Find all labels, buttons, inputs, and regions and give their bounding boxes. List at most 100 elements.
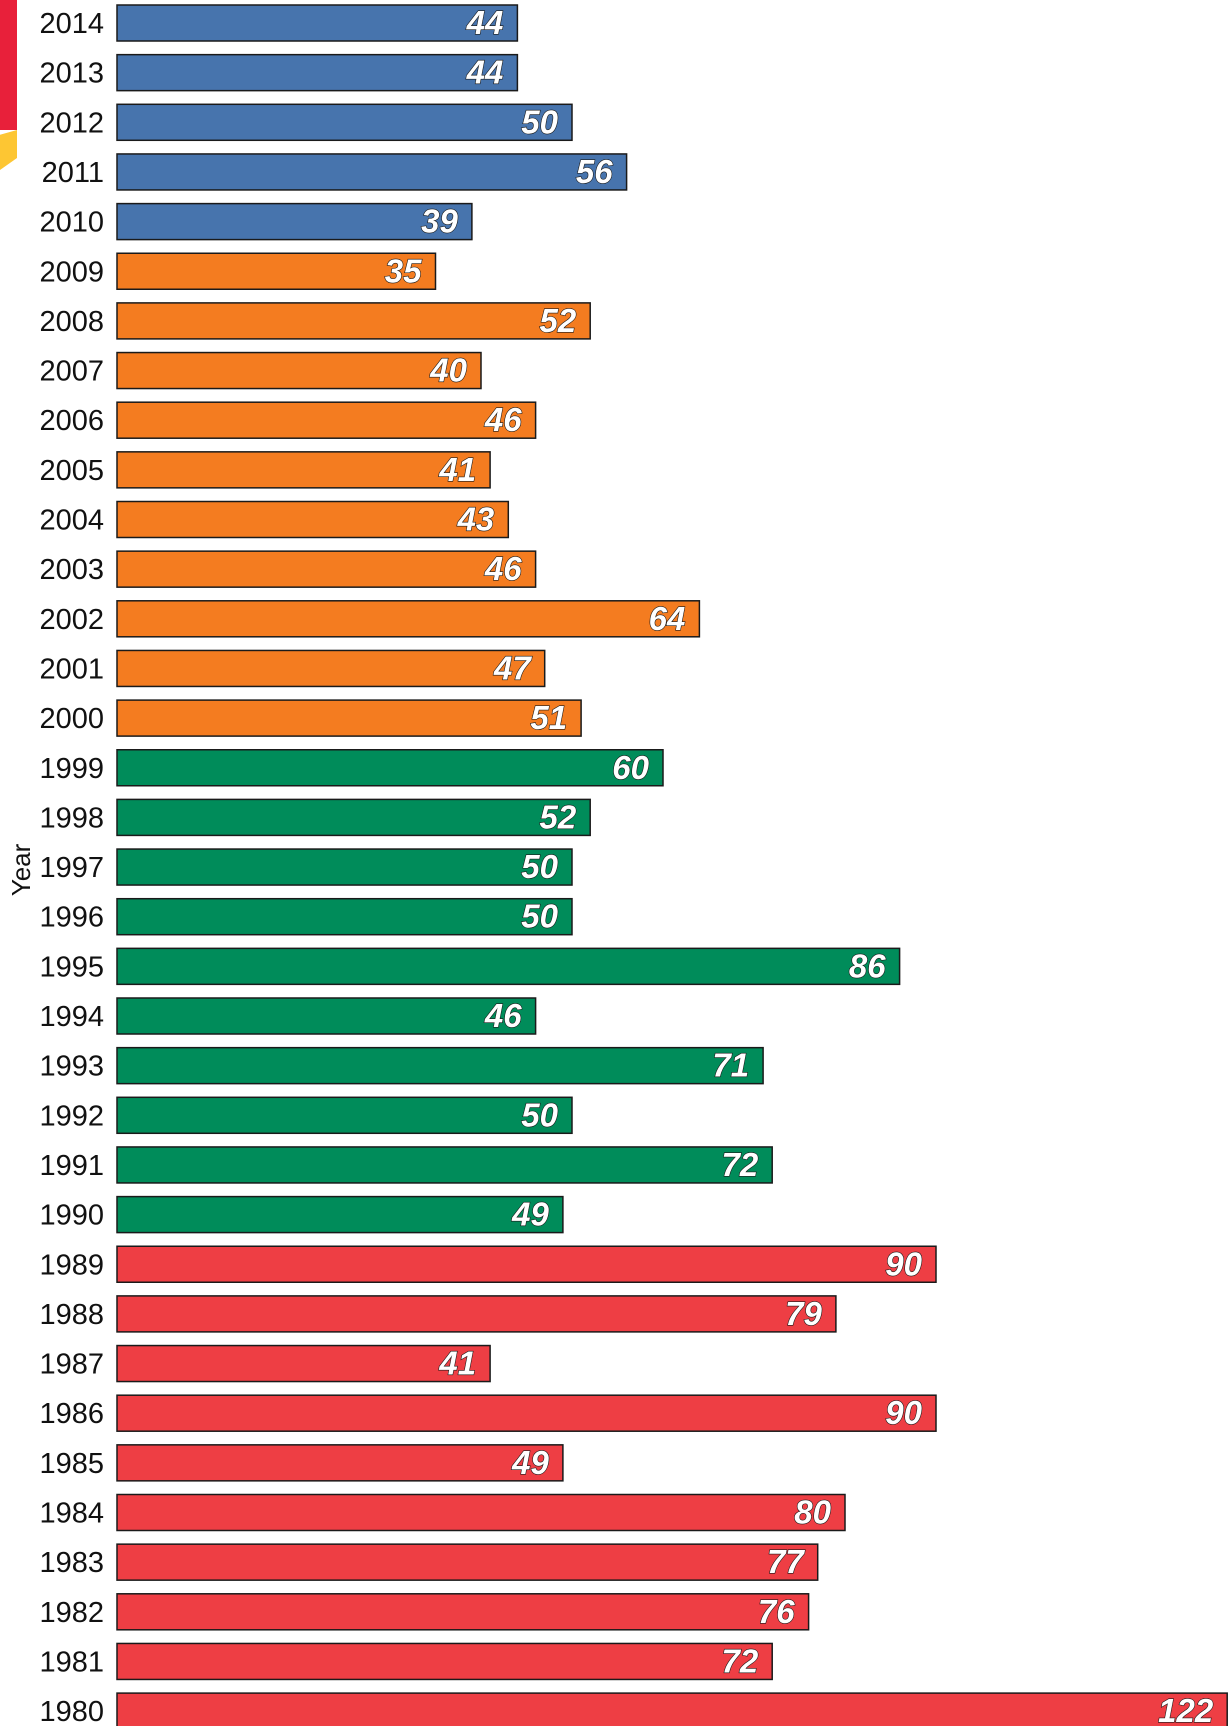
- tick-label-2002: 2002: [39, 604, 104, 636]
- tick-label-1981: 1981: [39, 1646, 104, 1678]
- tick-label-1985: 1985: [39, 1448, 104, 1480]
- data-label-2007: 40: [429, 352, 467, 389]
- bar-1999: [116, 749, 664, 787]
- bar-1992: [116, 1096, 573, 1135]
- tick-label-2003: 2003: [39, 554, 104, 586]
- data-label-2000: 51: [530, 699, 567, 736]
- data-label-1984: 80: [794, 1494, 831, 1531]
- tick-label-1982: 1982: [39, 1597, 104, 1629]
- tick-label-1986: 1986: [39, 1398, 104, 1430]
- data-label-1983: 77: [767, 1543, 805, 1580]
- tick-label-2014: 2014: [39, 8, 104, 40]
- bar-2001: [116, 649, 546, 688]
- data-label-1993: 71: [712, 1047, 749, 1084]
- bar-2013: [116, 53, 519, 92]
- tick-label-1987: 1987: [39, 1349, 104, 1381]
- data-label-2013: 44: [466, 54, 504, 91]
- bar-1980: [116, 1692, 1228, 1726]
- tick-label-2012: 2012: [39, 107, 104, 139]
- tick-label-1989: 1989: [39, 1249, 104, 1281]
- bar-2000: [116, 699, 582, 737]
- tick-label-2009: 2009: [39, 256, 104, 288]
- tick-label-1997: 1997: [39, 852, 104, 884]
- bar-1994: [116, 997, 537, 1035]
- data-label-1988: 79: [785, 1295, 822, 1332]
- tick-label-2008: 2008: [39, 306, 104, 338]
- data-label-2006: 46: [484, 401, 522, 438]
- data-label-2001: 47: [493, 649, 532, 686]
- bar-2010: [116, 202, 473, 241]
- y-axis-title: Year: [6, 843, 36, 896]
- tick-label-2006: 2006: [39, 405, 104, 437]
- data-label-1990: 49: [511, 1196, 549, 1233]
- tick-label-2000: 2000: [39, 703, 104, 735]
- data-label-1987: 41: [438, 1345, 476, 1382]
- bar-1984: [116, 1493, 846, 1532]
- data-label-1994: 46: [484, 997, 522, 1034]
- bar-1982: [116, 1593, 810, 1631]
- tick-label-1983: 1983: [39, 1547, 104, 1579]
- bar-1993: [116, 1046, 764, 1085]
- bar-2004: [116, 500, 510, 539]
- tick-label-1998: 1998: [39, 802, 104, 834]
- bar-2002: [116, 600, 701, 638]
- bar-1989: [116, 1245, 937, 1283]
- data-label-1982: 76: [758, 1593, 795, 1630]
- tick-label-1999: 1999: [39, 753, 104, 785]
- data-label-2005: 41: [438, 451, 476, 488]
- bar-1987: [116, 1344, 491, 1383]
- tick-label-1980: 1980: [39, 1696, 104, 1726]
- bar-2012: [116, 103, 573, 142]
- data-label-1981: 72: [721, 1642, 758, 1679]
- tick-label-2001: 2001: [39, 653, 104, 685]
- data-label-2011: 56: [576, 153, 613, 190]
- bar-1996: [116, 897, 573, 936]
- tick-label-1984: 1984: [39, 1498, 104, 1530]
- bar-2007: [116, 351, 482, 390]
- tick-label-2011: 2011: [42, 157, 104, 189]
- bar-2011: [116, 153, 628, 191]
- bar-1995: [116, 947, 901, 986]
- data-label-1985: 49: [511, 1444, 549, 1481]
- data-label-1986: 90: [885, 1394, 922, 1431]
- data-label-1989: 90: [885, 1245, 922, 1282]
- bar-1985: [116, 1444, 564, 1482]
- data-label-1998: 52: [539, 798, 576, 835]
- tick-label-1988: 1988: [39, 1299, 104, 1331]
- data-label-1991: 72: [721, 1146, 758, 1183]
- data-label-1992: 50: [521, 1096, 558, 1133]
- tick-label-2010: 2010: [39, 207, 104, 239]
- data-label-2004: 43: [457, 501, 495, 538]
- bar-1981: [116, 1642, 773, 1681]
- data-label-1997: 50: [521, 848, 558, 885]
- data-label-2010: 39: [421, 203, 458, 240]
- bar-2008: [116, 302, 591, 340]
- bar-1986: [116, 1394, 937, 1432]
- data-label-1999: 60: [612, 749, 649, 786]
- bar-2009: [116, 252, 437, 290]
- accent-red-strip: [0, 0, 17, 130]
- data-label-2014: 44: [466, 4, 504, 41]
- data-label-1995: 86: [849, 947, 886, 984]
- year-labels-group: 2014 44 2013 44 2012 50 2011 56 2010 39 2009 35 2008…: [39, 3, 1214, 1726]
- accent-yellow-strip: [0, 130, 17, 170]
- bar-1991: [116, 1146, 773, 1184]
- bar-2003: [116, 550, 537, 588]
- data-label-1980: 122: [1158, 1692, 1214, 1726]
- tick-label-1993: 1993: [39, 1051, 104, 1083]
- bar-2005: [116, 451, 491, 489]
- data-label-2003: 46: [484, 550, 522, 587]
- data-label-2012: 50: [521, 103, 558, 140]
- tick-label-1990: 1990: [39, 1200, 104, 1232]
- bar-1997: [116, 848, 573, 886]
- tick-label-2013: 2013: [39, 58, 104, 90]
- data-label-2008: 52: [539, 302, 576, 339]
- tick-label-2005: 2005: [39, 455, 104, 487]
- bars-group: [116, 4, 1228, 1726]
- bar-1983: [116, 1543, 819, 1581]
- tick-label-1995: 1995: [39, 951, 104, 983]
- tick-label-1992: 1992: [39, 1100, 104, 1132]
- data-label-1996: 50: [521, 898, 558, 935]
- tick-label-1996: 1996: [39, 902, 104, 934]
